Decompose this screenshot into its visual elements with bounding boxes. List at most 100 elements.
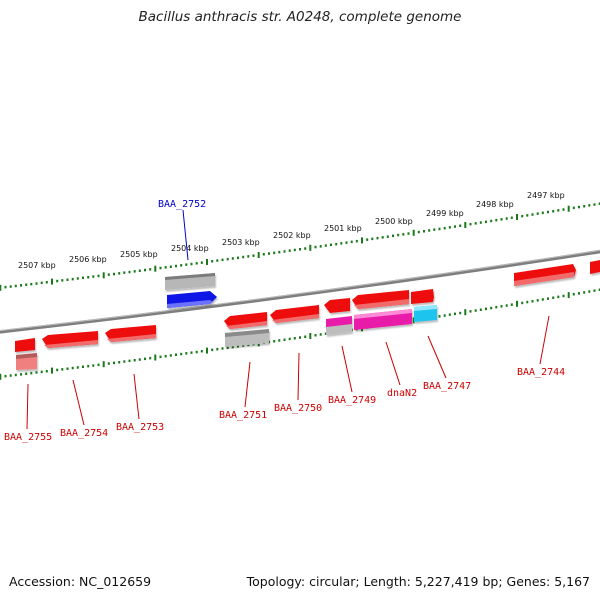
minor-tick bbox=[562, 208, 565, 211]
minor-tick bbox=[56, 368, 59, 372]
gene-label-baa-2751[interactable]: BAA_2751 bbox=[219, 410, 267, 421]
gene-arrow-bevel bbox=[167, 300, 213, 308]
minor-tick bbox=[278, 339, 281, 342]
minor-tick bbox=[474, 222, 477, 225]
gene-label-baa-2744[interactable]: BAA_2744 bbox=[517, 367, 565, 378]
minor-tick bbox=[531, 213, 534, 216]
minor-tick bbox=[9, 285, 12, 288]
minor-tick bbox=[159, 355, 162, 359]
minor-tick bbox=[428, 229, 431, 232]
gene-label-baa-2750[interactable]: BAA_2750 bbox=[274, 403, 322, 414]
gene-arrow-bevel bbox=[107, 334, 156, 342]
minor-tick bbox=[252, 254, 255, 257]
leader-line bbox=[133, 373, 140, 420]
minor-tick bbox=[531, 300, 534, 303]
minor-tick bbox=[92, 364, 95, 367]
gene-arrow[interactable] bbox=[411, 289, 434, 304]
minor-tick bbox=[216, 259, 219, 262]
minor-tick bbox=[407, 232, 410, 235]
minor-tick bbox=[56, 279, 59, 283]
minor-tick bbox=[469, 310, 472, 313]
minor-tick bbox=[319, 245, 322, 248]
gene-label-baa-2747[interactable]: BAA_2747 bbox=[423, 381, 471, 392]
gene-baa-2752[interactable] bbox=[167, 291, 217, 308]
gene-track-inner bbox=[15, 289, 437, 370]
minor-tick bbox=[588, 204, 591, 207]
gene-label-baa-2749[interactable]: BAA_2749 bbox=[328, 395, 376, 406]
gene-arrow-bevel bbox=[16, 353, 37, 359]
minor-tick bbox=[149, 356, 152, 360]
kbp-scale-labels: 2507 kbp 2506 kbp 2505 kbp 2504 kbp 2503… bbox=[18, 191, 565, 270]
minor-tick bbox=[490, 219, 493, 223]
minor-tick bbox=[180, 352, 183, 356]
gene-arrow[interactable] bbox=[15, 338, 35, 352]
label-leaders bbox=[26, 209, 550, 430]
minor-tick bbox=[557, 295, 560, 299]
kbp-label: 2500 kbp bbox=[375, 217, 413, 226]
kbp-label: 2502 kbp bbox=[273, 231, 311, 240]
minor-tick bbox=[392, 234, 394, 238]
minor-tick bbox=[128, 270, 131, 274]
major-tick bbox=[102, 272, 105, 279]
minor-tick bbox=[547, 297, 549, 300]
minor-tick bbox=[71, 277, 74, 281]
minor-tick bbox=[578, 205, 580, 209]
minor-tick bbox=[159, 266, 162, 270]
minor-tick bbox=[35, 371, 38, 374]
major-tick bbox=[51, 278, 53, 285]
major-tick bbox=[309, 244, 312, 251]
gene-arrow-bevel bbox=[514, 272, 574, 286]
gene-arrow-bevel bbox=[165, 273, 215, 280]
outer-scale-ring bbox=[0, 202, 600, 291]
minor-tick bbox=[4, 374, 7, 378]
major-tick bbox=[309, 333, 312, 339]
minor-tick bbox=[138, 269, 141, 272]
minor-tick bbox=[169, 354, 172, 357]
minor-tick bbox=[14, 284, 17, 288]
minor-tick bbox=[61, 368, 64, 371]
gene-arrow[interactable] bbox=[324, 298, 350, 313]
minor-tick bbox=[200, 261, 203, 264]
map-title: Bacillus anthracis str. A0248, complete … bbox=[138, 9, 462, 25]
gene-arrow[interactable] bbox=[590, 260, 600, 274]
minor-tick bbox=[200, 350, 203, 353]
minor-tick bbox=[14, 373, 17, 377]
gene-label-baa-2752[interactable]: BAA_2752 bbox=[158, 199, 206, 210]
gene-label-baa-2753[interactable]: BAA_2753 bbox=[116, 422, 164, 433]
gene-labels: BAA_2752 BAA_2755 BAA_2754 BAA_2753 BAA_… bbox=[4, 199, 565, 443]
major-tick bbox=[412, 317, 415, 324]
minor-tick bbox=[578, 292, 580, 295]
gene-arrow[interactable] bbox=[326, 324, 352, 335]
minor-tick bbox=[572, 293, 575, 296]
minor-tick bbox=[510, 303, 513, 306]
major-tick bbox=[257, 252, 260, 258]
minor-tick bbox=[262, 253, 265, 256]
minor-tick bbox=[588, 290, 591, 293]
minor-tick bbox=[76, 277, 79, 280]
minor-tick bbox=[505, 304, 508, 307]
minor-tick bbox=[221, 347, 224, 350]
minor-tick bbox=[350, 240, 353, 244]
leader-line bbox=[341, 345, 353, 393]
minor-tick bbox=[521, 214, 524, 218]
minor-tick bbox=[25, 372, 28, 375]
minor-tick bbox=[123, 360, 126, 363]
gene-label-baa-2755[interactable]: BAA_2755 bbox=[4, 432, 52, 443]
major-tick bbox=[51, 367, 53, 374]
minor-tick bbox=[35, 282, 38, 285]
major-tick bbox=[567, 292, 570, 299]
minor-tick bbox=[479, 308, 482, 311]
minor-tick bbox=[128, 359, 131, 363]
minor-tick bbox=[226, 346, 229, 349]
genome-stats-label: Topology: circular; Length: 5,227,419 bp… bbox=[246, 574, 590, 589]
minor-tick bbox=[500, 218, 503, 221]
minor-tick bbox=[164, 354, 167, 358]
minor-tick bbox=[288, 249, 291, 252]
minor-tick bbox=[195, 350, 198, 354]
minor-tick bbox=[355, 239, 358, 243]
minor-tick bbox=[123, 271, 126, 274]
minor-tick bbox=[345, 241, 348, 244]
minor-tick bbox=[242, 344, 245, 347]
gene-label-baa-2754[interactable]: BAA_2754 bbox=[60, 428, 108, 439]
gene-label-dnan2[interactable]: dnaN2 bbox=[387, 388, 417, 399]
